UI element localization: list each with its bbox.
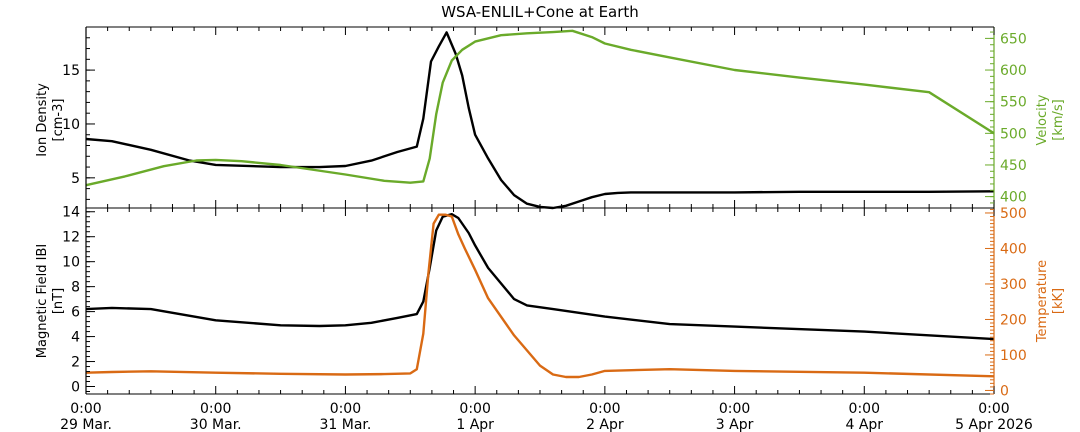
ion-density-unit: [cm-3] (51, 99, 66, 142)
left-tick-label: 2 (71, 355, 80, 371)
right-tick-label: 450 (1000, 158, 1027, 174)
x-tick-label-time: 0:00 (849, 401, 880, 417)
right-tick-label: 550 (1000, 95, 1027, 111)
x-tick-label-date: 29 Mar. (60, 417, 112, 432)
x-tick-label-time: 0:00 (589, 401, 620, 417)
magnetic-field-ibi-series-line (85, 213, 995, 341)
x-tick-label-date: 5 Apr 2026 (955, 417, 1033, 432)
left-tick-label: 10 (62, 117, 80, 133)
x-tick-label-date: 2 Apr (586, 417, 624, 432)
right-tick-label: 400 (1000, 190, 1027, 206)
velocity-unit: [km/s] (1051, 99, 1066, 141)
ion-density-label: Ion Density (35, 83, 50, 157)
x-tick-label-date: 30 Mar. (190, 417, 242, 432)
x-tick-label-date: 1 Apr (456, 417, 494, 432)
bottom-panel-series (85, 213, 995, 379)
ion-density-axis-label: Ion Density [cm-3] (35, 83, 66, 157)
x-tick-label-time: 0:00 (70, 401, 101, 417)
left-tick-label: 5 (71, 171, 80, 187)
left-tick-label: 0 (71, 380, 80, 396)
velocity-axis-label: Velocity [km/s] (1035, 94, 1066, 145)
temperature-label: Temperature (1035, 260, 1050, 343)
bottom-panel: 0 2 4 6 8 10 12 14 0 100 200 300 400 500 Magnetic Fie… (35, 205, 1066, 400)
x-tick-label-time: 0:00 (719, 401, 750, 417)
x-tick-label-date: 4 Apr (845, 417, 883, 432)
velocity-label: Velocity (1035, 94, 1050, 145)
top-panel-series (85, 29, 995, 210)
x-tick-label-time: 0:00 (459, 401, 490, 417)
left-tick-label: 10 (62, 255, 80, 271)
chart-title: WSA-ENLIL+Cone at Earth (441, 3, 639, 21)
right-tick-label: 400 (1000, 241, 1027, 257)
temperature-axis-label: Temperature [kK] (1035, 260, 1066, 343)
magnetic-field-label: Magnetic Field IBI (35, 244, 50, 358)
right-tick-label: 500 (1000, 126, 1027, 142)
x-tick-label-date: 31 Mar. (320, 417, 372, 432)
x-tick-label-time: 0:00 (978, 401, 1009, 417)
top-panel-axes: 5 10 15 400 450 500 550 600 650 (62, 26, 1027, 209)
left-tick-label: 4 (71, 330, 80, 346)
right-tick-label: 500 (1000, 206, 1027, 222)
bottom-panel-axes: 0 2 4 6 8 10 12 14 0 100 200 300 400 500 (62, 205, 1027, 400)
temperature-series-line (85, 213, 995, 379)
right-tick-label: 200 (1000, 312, 1027, 328)
right-tick-label: 100 (1000, 348, 1027, 364)
temperature-unit: [kK] (1051, 288, 1066, 314)
right-tick-label: 300 (1000, 277, 1027, 293)
left-tick-label: 6 (71, 305, 80, 321)
right-tick-label: 600 (1000, 63, 1027, 79)
ion-density-series-line (85, 31, 995, 210)
left-tick-label: 12 (62, 230, 80, 246)
x-tick-label-time: 0:00 (330, 401, 361, 417)
magnetic-field-axis-label: Magnetic Field IBI [nT] (35, 244, 66, 358)
top-panel: 5 10 15 400 450 500 550 600 650 Ion Density [cm-… (35, 26, 1066, 210)
left-tick-label: 15 (62, 63, 80, 79)
left-tick-label: 14 (62, 205, 80, 221)
x-tick-label-date: 3 Apr (716, 417, 754, 432)
right-tick-label: 650 (1000, 31, 1027, 47)
x-tick-label-time: 0:00 (200, 401, 231, 417)
left-tick-label: 8 (71, 280, 80, 296)
right-tick-label: 0 (1000, 383, 1009, 399)
magnetic-field-unit: [nT] (51, 288, 66, 314)
velocity-series-line (85, 29, 995, 187)
